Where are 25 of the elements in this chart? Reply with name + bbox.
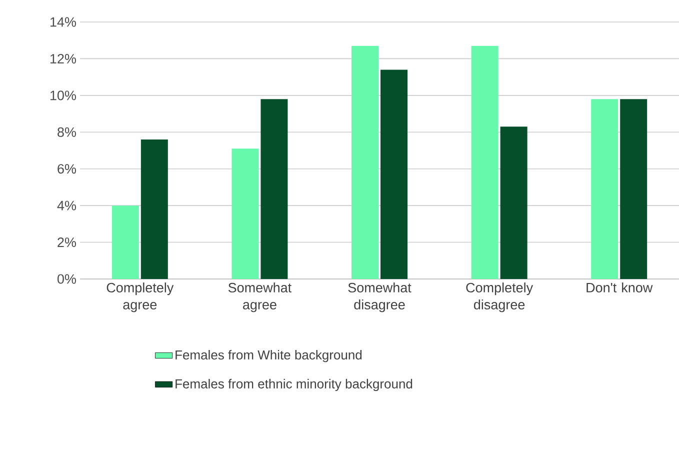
y-tick-label: 14% xyxy=(50,17,76,27)
legend-label: Females from ethnic minority background xyxy=(176,378,412,392)
y-tick-label: 12% xyxy=(50,54,76,64)
bar xyxy=(352,46,379,279)
y-tick-label: 4% xyxy=(57,200,76,210)
y-tick-label: 0% xyxy=(58,274,76,284)
bar xyxy=(620,99,648,279)
bar xyxy=(112,206,139,279)
y-tick-label: 6% xyxy=(58,164,76,174)
bar xyxy=(471,46,498,279)
bar xyxy=(500,126,528,279)
x-tick-label: Completely disagree xyxy=(466,282,534,312)
x-tick-label: Somewhat agree xyxy=(228,282,292,312)
legend-label: Females from White background xyxy=(176,350,362,362)
x-tick-label: Completely agree xyxy=(106,282,174,312)
y-tick-label: 2% xyxy=(58,238,76,248)
bar xyxy=(140,139,168,279)
bar xyxy=(591,99,618,279)
y-tick-label: 8% xyxy=(58,127,76,137)
x-tick-label: Somewhat disagree xyxy=(348,282,412,312)
bar xyxy=(380,70,408,279)
y-tick-label: 10% xyxy=(50,90,76,100)
x-tick-label: Don't know xyxy=(586,282,653,292)
bar xyxy=(232,148,259,279)
bar xyxy=(260,99,288,279)
